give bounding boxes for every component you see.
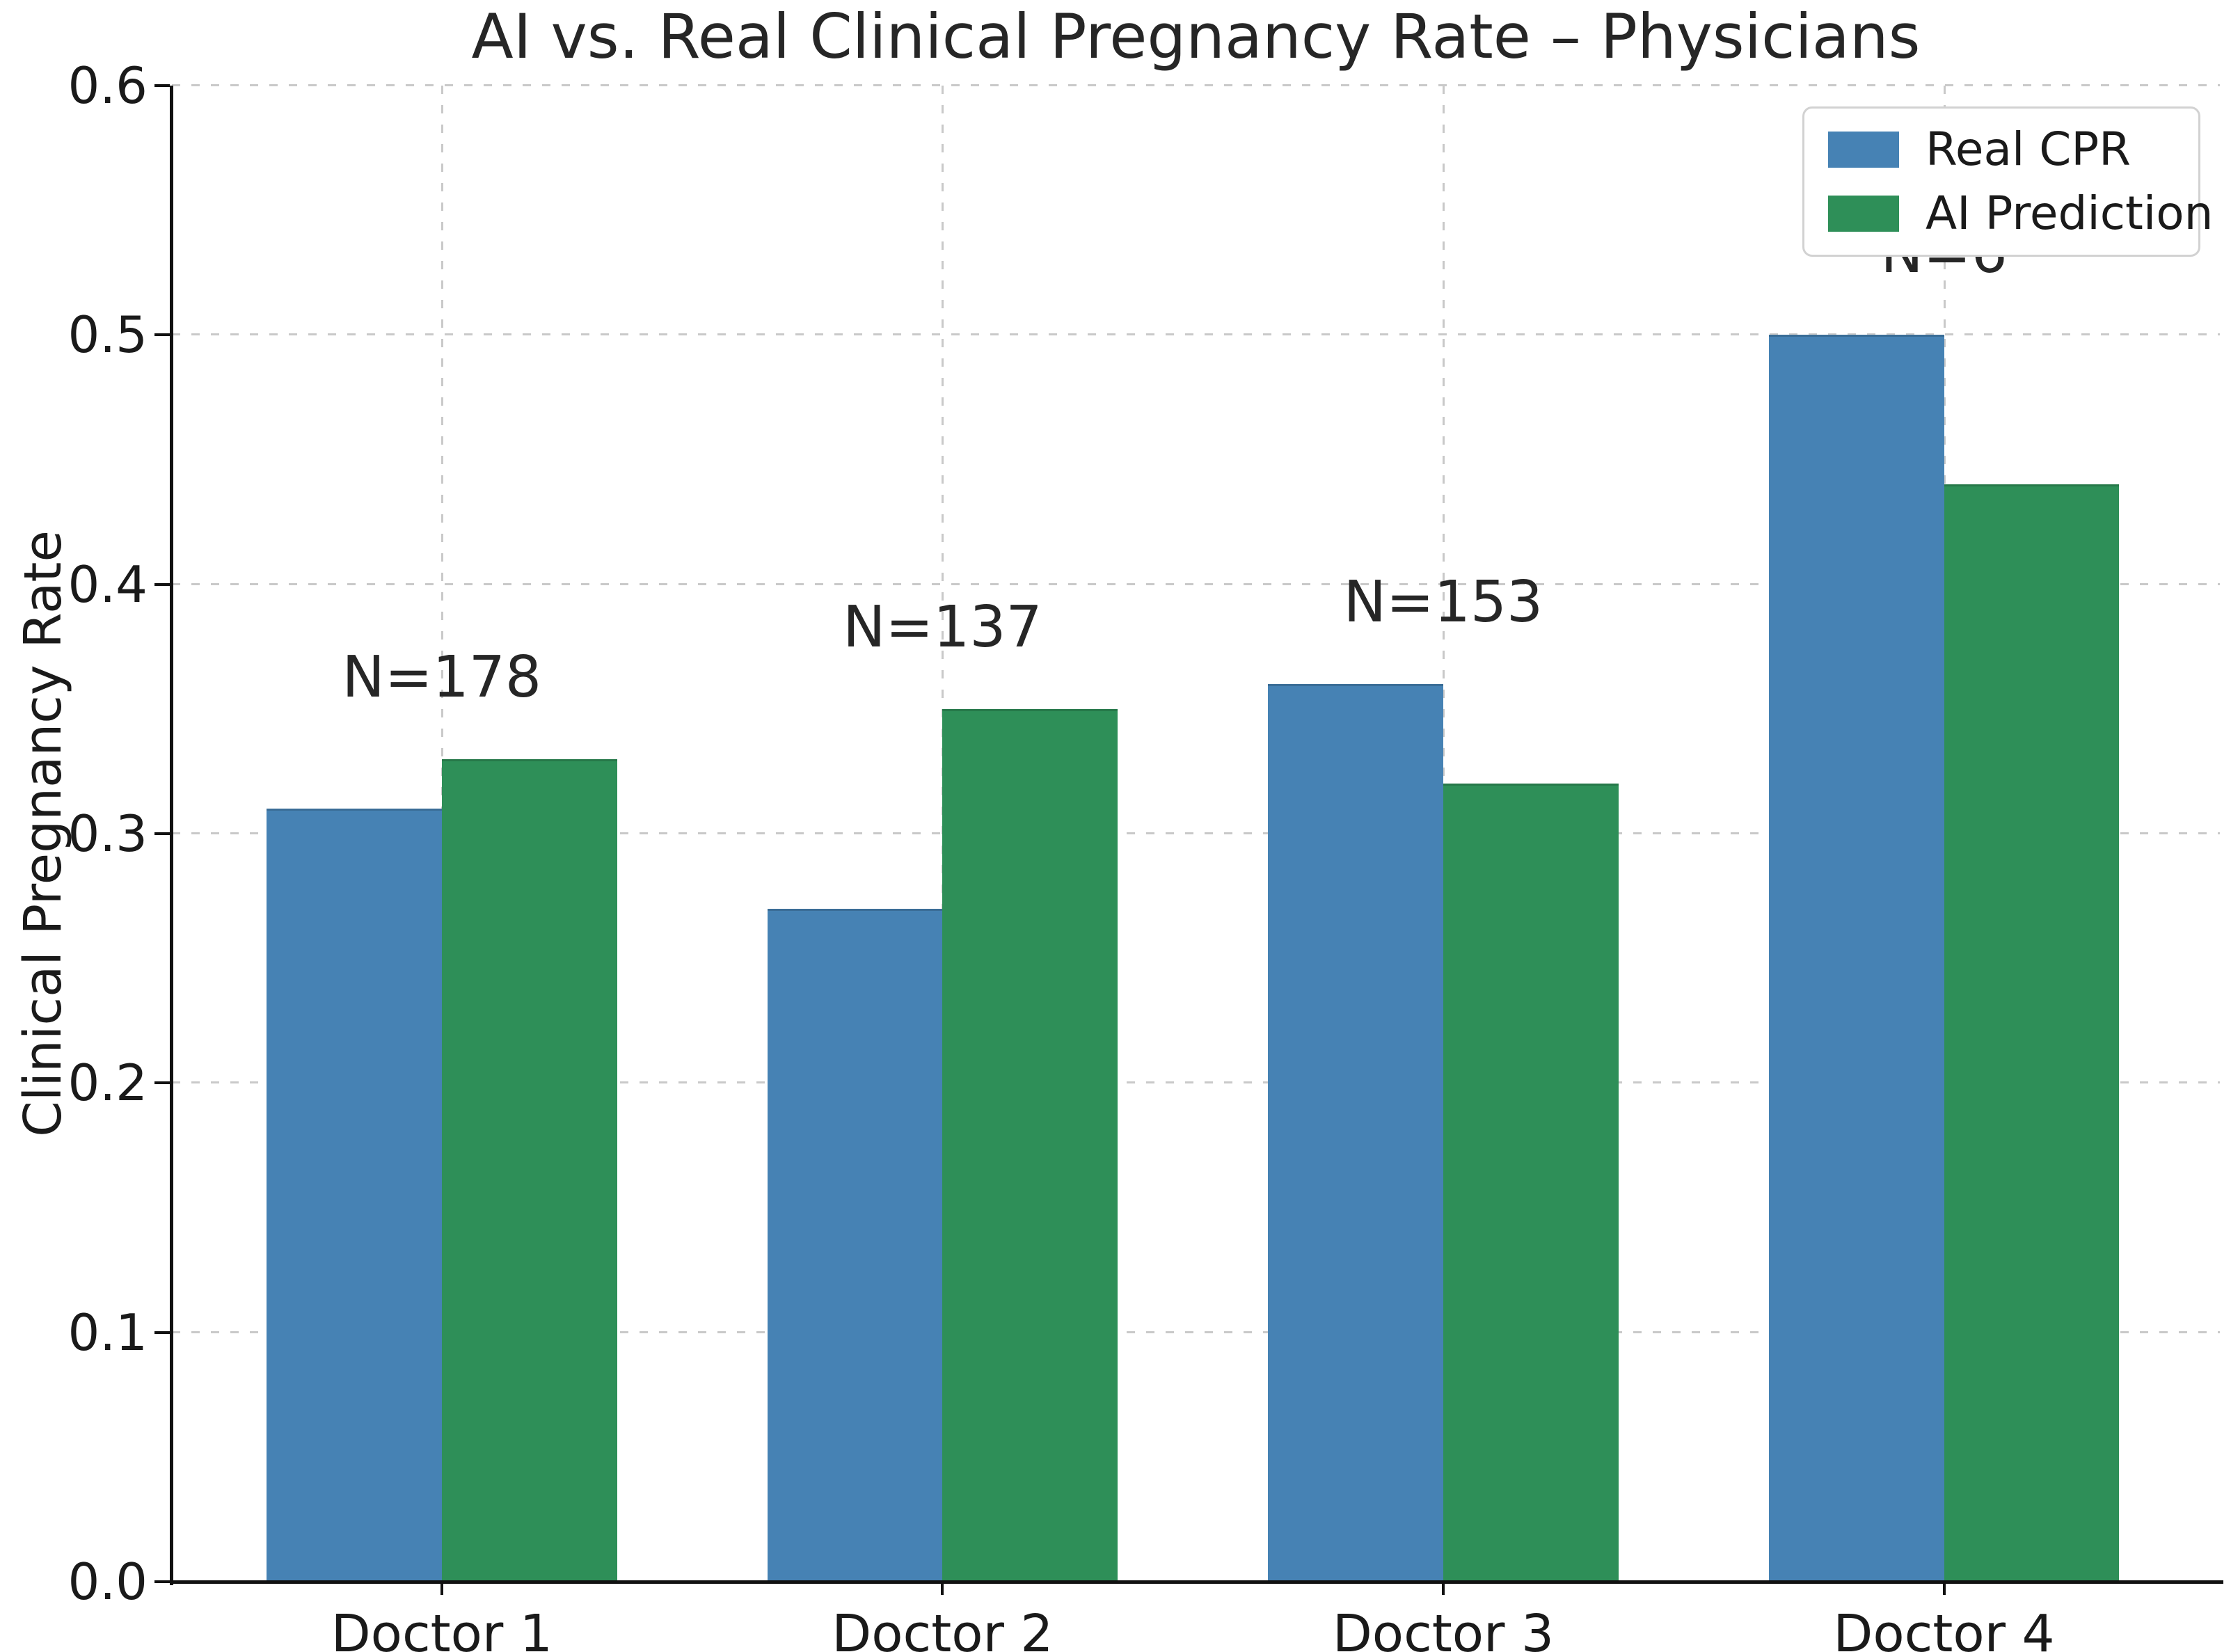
y-tick-mark	[154, 333, 170, 337]
legend-swatch-ai-prediction-icon	[1828, 196, 1899, 232]
y-gridline	[172, 84, 2220, 86]
x-tick-mark	[440, 1584, 443, 1595]
bar-real-cpr	[767, 908, 943, 1582]
bar-group-annotation: N=178	[342, 644, 542, 710]
bar-ai-prediction	[942, 708, 1118, 1582]
bar-real-cpr	[266, 809, 442, 1582]
x-tick-label: Doctor 3	[1332, 1604, 1555, 1652]
bar-group-annotation: N=137	[843, 594, 1042, 660]
legend-item-real-cpr: Real CPR	[1828, 127, 2177, 173]
y-gridline	[172, 1331, 2220, 1333]
y-tick-mark	[154, 1331, 170, 1334]
chart-title: AI vs. Real Clinical Pregnancy Rate – Ph…	[471, 1, 1921, 72]
y-gridline	[172, 582, 2220, 585]
y-tick-label: 0.1	[68, 1303, 148, 1362]
y-tick-mark	[154, 1081, 170, 1085]
bar-real-cpr	[1268, 684, 1443, 1582]
x-tick-mark	[941, 1584, 944, 1595]
y-tick-label: 0.4	[68, 555, 148, 614]
x-tick-mark	[1942, 1584, 1946, 1595]
y-tick-mark	[154, 832, 170, 835]
legend-label-ai-prediction: AI Prediction	[1926, 186, 2214, 240]
y-tick-mark	[154, 1580, 170, 1583]
y-tick-mark	[154, 582, 170, 586]
bar-ai-prediction	[441, 759, 617, 1582]
x-tick-label: Doctor 4	[1833, 1604, 2055, 1652]
x-tick-label: Doctor 1	[331, 1604, 553, 1652]
y-gridline	[172, 832, 2220, 834]
legend-label-real-cpr: Real CPR	[1926, 122, 2131, 176]
legend-swatch-real-cpr-icon	[1828, 132, 1899, 168]
y-tick-label: 0.6	[68, 56, 148, 115]
y-gridline	[172, 1081, 2220, 1084]
bar-ai-prediction	[1443, 784, 1619, 1582]
y-tick-label: 0.2	[68, 1054, 148, 1113]
y-gridline	[172, 333, 2220, 336]
legend-item-ai-prediction: AI Prediction	[1828, 191, 2213, 237]
bar-real-cpr	[1768, 335, 1944, 1582]
y-tick-label: 0.5	[68, 305, 148, 365]
y-tick-label: 0.3	[68, 804, 148, 863]
y-axis-spine	[170, 86, 173, 1585]
x-tick-label: Doctor 2	[832, 1604, 1054, 1652]
y-tick-label: 0.0	[68, 1552, 148, 1611]
bar-group-annotation: N=153	[1343, 569, 1543, 636]
x-axis-spine	[170, 1580, 2223, 1584]
y-tick-mark	[154, 84, 170, 87]
x-tick-mark	[1441, 1584, 1445, 1595]
legend: Real CPR AI Prediction	[1802, 106, 2213, 257]
bar-ai-prediction	[1944, 484, 2120, 1582]
